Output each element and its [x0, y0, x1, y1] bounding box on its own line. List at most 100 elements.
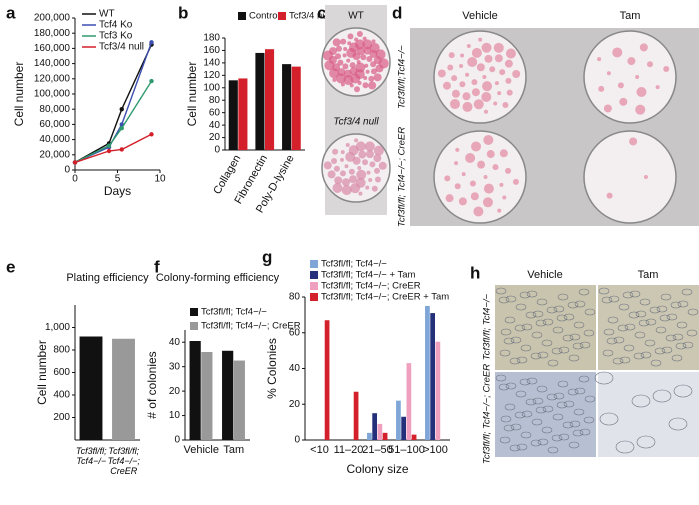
colony	[493, 101, 498, 106]
cell	[536, 385, 548, 393]
cell	[615, 440, 635, 454]
colony	[639, 43, 648, 52]
colony	[512, 69, 521, 78]
y-tick-label: 180,000	[34, 28, 71, 39]
bar	[233, 360, 245, 440]
data-point	[119, 147, 124, 152]
colony	[337, 59, 344, 66]
cell	[557, 293, 569, 301]
cell	[500, 415, 512, 423]
colony	[627, 57, 636, 66]
cell	[655, 326, 667, 334]
cell	[520, 431, 532, 439]
panel-label: b	[178, 3, 188, 22]
x-tick-label: 5	[115, 174, 121, 185]
cell	[601, 296, 613, 304]
colony	[635, 75, 640, 79]
culture-plate	[433, 30, 527, 124]
panel-label: d	[392, 3, 402, 22]
cell	[551, 347, 563, 355]
culture-plate	[583, 130, 677, 224]
legend-swatch	[190, 322, 198, 330]
micrograph	[495, 372, 596, 457]
cell	[499, 349, 511, 357]
y-axis-label: Cell number	[35, 340, 49, 405]
cell	[515, 303, 527, 311]
legend-swatch	[310, 260, 318, 268]
cell	[499, 436, 511, 444]
bar	[435, 341, 441, 440]
cell	[656, 305, 668, 313]
cell	[629, 290, 641, 298]
colony	[499, 69, 506, 76]
cell	[676, 321, 688, 329]
colony	[355, 141, 366, 152]
colony	[350, 183, 361, 194]
culture-plate	[583, 30, 677, 124]
colony	[357, 166, 362, 170]
cell	[568, 441, 580, 449]
colony	[459, 81, 466, 88]
x-axis-label: Colony size	[346, 462, 408, 476]
legend-label: Tcf3fl/fl; Tcf4−/−; CreER	[201, 321, 301, 332]
colony	[471, 79, 478, 86]
legend-label: Tcf3fl/fl; Tcf4−/−	[201, 307, 267, 318]
colony	[345, 143, 350, 148]
column-label: Vehicle	[462, 10, 497, 22]
cell	[509, 444, 521, 452]
data-point	[149, 40, 154, 45]
colony	[481, 42, 492, 53]
y-tick-label: 40	[289, 363, 301, 374]
cell	[515, 390, 527, 398]
y-tick-label: 40	[169, 337, 181, 348]
cell	[546, 306, 558, 314]
cell	[687, 308, 699, 316]
cell	[552, 413, 564, 421]
bar	[282, 64, 292, 150]
colony	[371, 185, 378, 192]
colony	[335, 45, 342, 52]
colony	[445, 194, 454, 203]
colony	[343, 75, 354, 86]
y-tick-label: 140,000	[34, 58, 71, 69]
cell	[650, 359, 662, 367]
cell	[578, 288, 590, 296]
colony	[344, 164, 349, 169]
colony	[371, 39, 376, 44]
colony	[347, 33, 354, 40]
colony	[358, 191, 363, 196]
y-tick-label: 600	[53, 367, 70, 378]
cell	[661, 346, 673, 354]
y-tick-label: 200	[53, 412, 70, 423]
colony	[462, 101, 473, 112]
colony	[340, 82, 345, 87]
colony	[356, 30, 363, 37]
colony	[335, 73, 346, 84]
cell	[532, 310, 544, 318]
cell	[598, 287, 610, 295]
y-tick-label: 80	[289, 292, 301, 303]
colony	[340, 38, 347, 45]
cell	[519, 378, 531, 386]
colony	[454, 183, 461, 190]
colony	[499, 149, 508, 158]
colony	[378, 161, 387, 170]
colony	[465, 72, 470, 77]
cell	[640, 351, 652, 359]
cell	[505, 295, 517, 303]
legend-label: Tcf3fl/fl; Tcf4−/−; CreER + Tam	[321, 292, 449, 303]
colony	[342, 63, 349, 70]
colony	[339, 170, 346, 177]
data-point	[119, 126, 124, 131]
colony	[354, 39, 365, 50]
y-axis-label: Cell number	[12, 62, 26, 127]
bar	[79, 336, 103, 440]
legend-label: Tcf4 Ko	[99, 20, 133, 31]
cell	[536, 298, 548, 306]
cell	[556, 314, 568, 322]
colony	[362, 36, 367, 41]
cell	[563, 400, 575, 408]
bar	[255, 52, 265, 150]
x-axis-label: Days	[104, 184, 131, 198]
